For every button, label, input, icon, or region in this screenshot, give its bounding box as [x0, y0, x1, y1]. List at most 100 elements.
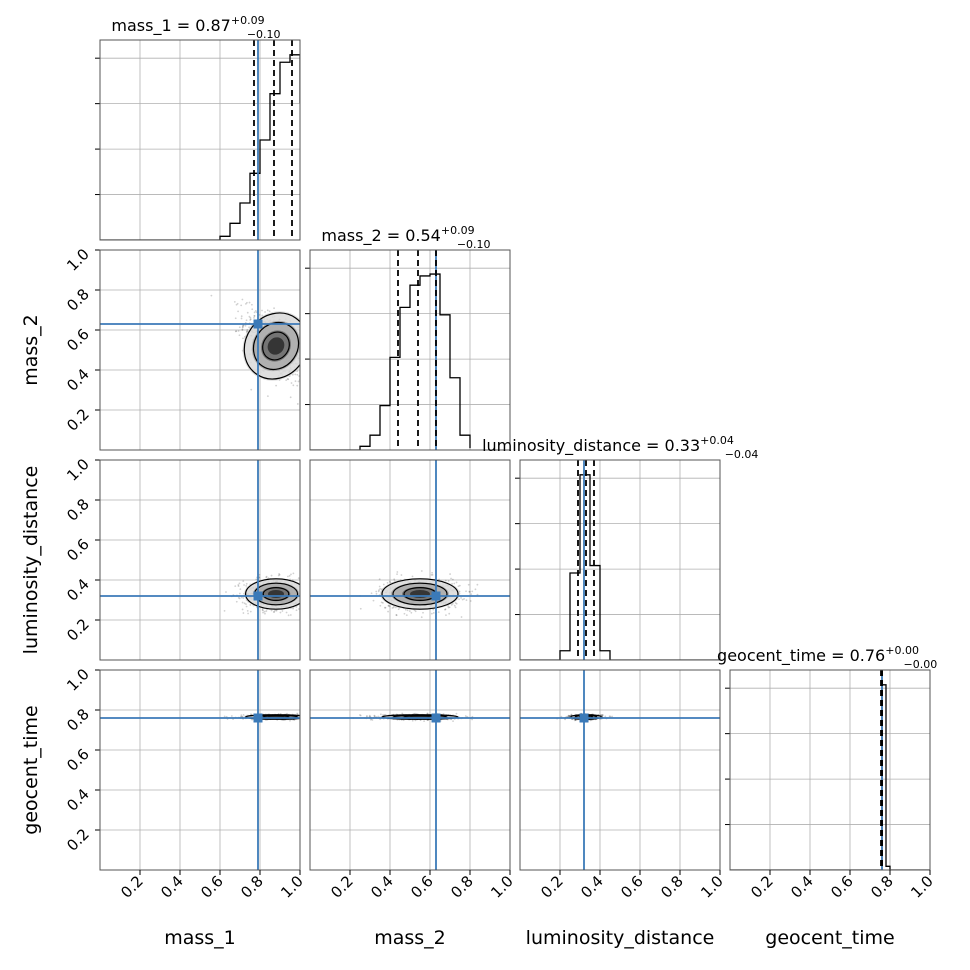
scatter-point [306, 338, 308, 340]
scatter-point [395, 614, 398, 617]
scatter-point [568, 715, 571, 718]
x-tick-label: 0.6 [827, 872, 857, 902]
scatter-point [237, 584, 240, 586]
scatter-point [444, 608, 446, 611]
scatter-point [245, 584, 248, 587]
scatter-point [234, 317, 237, 320]
panel-mass_2-vs-mass_1: 0.2 0.4 0.6 0.8 1.0 [63, 245, 312, 451]
panel-luminosity_distance-vs-luminosity_distance: luminosity_distance = 0.33+0.04−0.04 [482, 434, 758, 661]
scatter-point [241, 298, 244, 301]
scatter-point [244, 324, 247, 327]
y-axis-label-luminosity_distance: luminosity_distance [20, 466, 42, 655]
scatter-point [251, 718, 254, 721]
scatter-point [270, 609, 273, 612]
scatter-point [611, 715, 614, 718]
scatter-point [369, 718, 372, 721]
scatter-point [414, 610, 417, 613]
scatter-point [301, 361, 303, 363]
scatter-point [463, 597, 466, 600]
scatter-point [237, 310, 239, 313]
histogram-mass_1 [100, 54, 300, 240]
x-tick-label: 1.0 [697, 872, 727, 902]
scatter-point [451, 578, 454, 581]
panel-frame [309, 669, 511, 871]
scatter-point [397, 608, 400, 611]
title-main: geocent_time = 0.76 [717, 646, 885, 666]
scatter-point [305, 593, 307, 595]
scatter-point [395, 614, 398, 616]
scatter-point [455, 602, 458, 605]
scatter-point [290, 382, 293, 384]
scatter-point [303, 716, 305, 718]
scatter-point [306, 588, 308, 590]
scatter-point [241, 601, 244, 604]
scatter-point [310, 376, 312, 378]
histogram-geocent_time [730, 684, 930, 870]
scatter-point [305, 715, 307, 717]
scatter-point [305, 717, 307, 719]
scatter-point [568, 715, 571, 717]
scatter-point [258, 576, 261, 579]
scatter-point [275, 609, 278, 612]
scatter-point [245, 319, 248, 322]
scatter-point [310, 588, 312, 590]
scatter-point [265, 576, 268, 579]
scatter-point [302, 359, 304, 361]
y-tick-label: 0.6 [63, 535, 93, 565]
panel-geocent_time-vs-geocent_time: geocent_time = 0.76+0.00−0.00 0.2 0.4 0.6 0.… [717, 644, 937, 902]
scatter-point [448, 612, 451, 615]
scatter-point [305, 378, 307, 380]
x-tick-label: 0.8 [867, 872, 897, 902]
scatter-point [570, 713, 573, 716]
scatter-point [437, 611, 440, 613]
scatter-point [574, 719, 577, 721]
scatter-point [312, 603, 314, 605]
scatter-point [304, 591, 306, 593]
scatter-point [379, 604, 382, 607]
scatter-point [388, 605, 391, 608]
scatter-point [567, 714, 570, 717]
contour-line-1 [392, 582, 448, 606]
scatter-point [263, 610, 266, 613]
scatter-point [296, 712, 299, 715]
scatter-point [359, 607, 362, 610]
panel-frame [99, 39, 301, 241]
scatter-point [241, 325, 244, 328]
scatter-point [281, 610, 284, 612]
scatter-point [408, 610, 411, 612]
scatter-point [471, 590, 474, 593]
scatter-point [377, 590, 380, 593]
scatter-point [234, 330, 237, 333]
scatter-point [301, 602, 303, 604]
scatter-point [414, 712, 417, 715]
scatter-point [311, 593, 313, 595]
scatter-point [240, 317, 243, 320]
scatter-point [447, 605, 450, 607]
contour-line-0 [381, 578, 459, 610]
scatter-point [406, 609, 409, 612]
scatter-point [454, 606, 457, 609]
scatter-point [265, 610, 268, 612]
scatter-point [411, 575, 414, 578]
scatter-point [301, 344, 303, 346]
scatter-point [249, 319, 252, 321]
scatter-point [306, 582, 308, 584]
panel-mass_2-vs-mass_2: mass_2 = 0.54+0.09−0.10 [305, 224, 511, 451]
scatter-point [444, 579, 447, 582]
scatter-point [292, 572, 295, 575]
scatter-point [301, 715, 303, 717]
scatter-point [264, 311, 266, 313]
scatter-point [303, 367, 305, 369]
scatter-point [302, 715, 304, 717]
panel-frame [99, 669, 301, 871]
scatter-point [568, 715, 571, 717]
scatter-point [302, 717, 304, 719]
scatter-point [258, 313, 261, 316]
scatter-point [249, 604, 252, 606]
scatter-point [239, 588, 242, 591]
title-minus: −0.10 [247, 28, 281, 41]
scatter-point [455, 581, 458, 584]
scatter-point [223, 609, 226, 612]
scatter-point [246, 311, 249, 314]
